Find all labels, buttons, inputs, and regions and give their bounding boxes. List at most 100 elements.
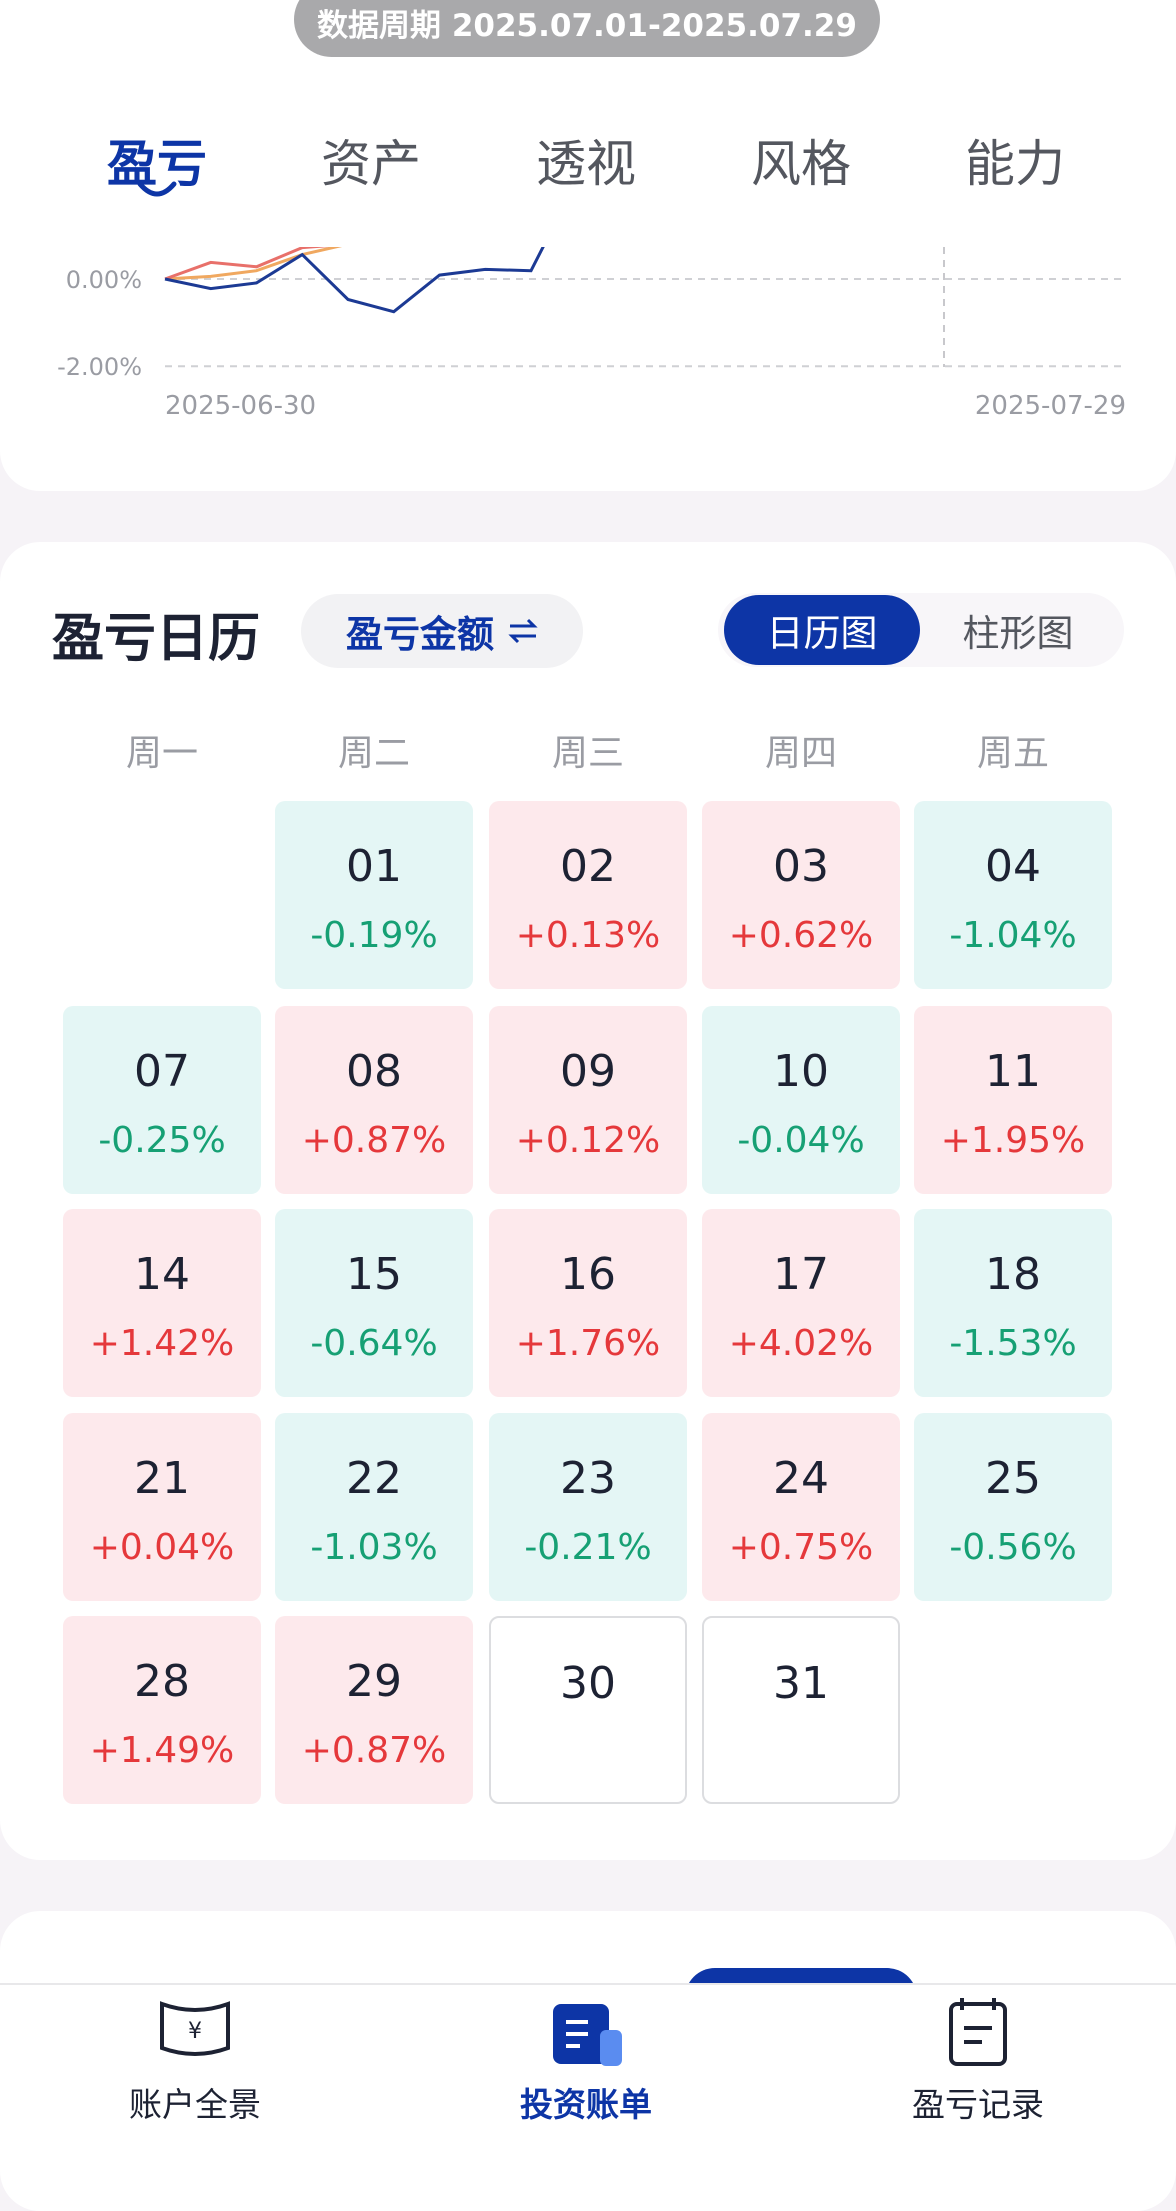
period-badge: 数据周期 2025.07.01-2025.07.29 (294, 0, 880, 57)
day-number: 22 (346, 1453, 402, 1504)
day-change: +1.95% (940, 1120, 1086, 1161)
day-change: +1.76% (515, 1323, 661, 1364)
day-number: 17 (773, 1249, 829, 1300)
metric-switch[interactable]: 盈亏金额 (301, 594, 583, 668)
day-change: +0.75% (728, 1527, 874, 1568)
weekday: 周三 (551, 733, 624, 774)
record-icon (949, 1998, 1007, 2066)
day-number: 18 (985, 1249, 1041, 1300)
account-icon: ¥ (160, 2001, 230, 2056)
day-cell[interactable]: 28 +1.49% (63, 1616, 261, 1804)
tab[interactable]: 能力 (965, 135, 1065, 193)
overview-card (0, 0, 1176, 491)
day-cell[interactable]: 22 -1.03% (275, 1413, 473, 1601)
x-tick-label: 2025-07-29 (975, 391, 1126, 421)
day-number: 30 (560, 1658, 616, 1709)
day-cell[interactable]: 11 +1.95% (914, 1006, 1112, 1194)
day-change: -0.04% (737, 1120, 865, 1161)
x-tick-label: 2025-06-30 (165, 391, 316, 421)
day-cell[interactable]: 08 +0.87% (275, 1006, 473, 1194)
day-change: +0.13% (515, 915, 661, 956)
tab[interactable]: 资产 (321, 135, 421, 193)
day-change: -0.21% (524, 1527, 652, 1568)
day-change: -1.04% (949, 915, 1077, 956)
series-line (164, 247, 545, 314)
day-change: -0.19% (310, 915, 438, 956)
day-cell[interactable]: 21 +0.04% (63, 1413, 261, 1601)
day-number: 24 (773, 1453, 829, 1504)
series-line (164, 247, 343, 281)
day-number: 03 (773, 841, 829, 892)
day-cell[interactable]: 29 +0.87% (275, 1616, 473, 1804)
day-cell[interactable]: 25 -0.56% (914, 1413, 1112, 1601)
y-tick-label: -2.00% (57, 353, 142, 381)
day-change: +0.87% (301, 1730, 447, 1771)
day-number: 09 (560, 1046, 616, 1097)
day-cell[interactable]: 30 (489, 1616, 687, 1804)
day-cell[interactable]: 01 -0.19% (275, 801, 473, 989)
day-number: 07 (134, 1046, 190, 1097)
day-number: 23 (560, 1453, 616, 1504)
day-number: 29 (346, 1656, 402, 1707)
series-line (164, 247, 330, 281)
tab[interactable]: 风格 (751, 135, 851, 193)
weekday: 周五 (976, 733, 1049, 774)
chart-lines (164, 247, 545, 314)
y-tick-label: 0.00% (66, 266, 142, 294)
day-cell[interactable]: 03 +0.62% (702, 801, 900, 989)
view-option[interactable]: 柱形图 (962, 612, 1074, 655)
day-change: -0.64% (310, 1323, 438, 1364)
metric-label: 盈亏金额 (346, 613, 494, 656)
svg-text:¥: ¥ (188, 2019, 202, 2044)
day-number: 11 (985, 1046, 1041, 1097)
day-cell[interactable]: 10 -0.04% (702, 1006, 900, 1194)
day-change: +0.04% (89, 1527, 235, 1568)
day-change: +0.12% (515, 1120, 661, 1161)
trend-chart: 0.00% -2.00% 2025-06-30 2025-07-29 (57, 181, 1126, 421)
nav-item[interactable]: 账户全景 (129, 2085, 261, 2124)
nav-item[interactable]: 盈亏记录 (912, 2085, 1044, 2124)
day-cell[interactable]: 23 -0.21% (489, 1413, 687, 1601)
day-number: 16 (560, 1249, 616, 1300)
bill-icon (553, 2004, 622, 2066)
day-cell[interactable]: 31 (702, 1616, 900, 1804)
nav-item[interactable]: 投资账单 (520, 2085, 652, 2124)
swap-icon (508, 618, 538, 644)
day-number: 01 (346, 841, 402, 892)
day-number: 14 (134, 1249, 190, 1300)
day-cell[interactable]: 14 +1.42% (63, 1209, 261, 1397)
day-change: -0.25% (98, 1120, 226, 1161)
day-change: -0.56% (949, 1527, 1077, 1568)
day-change: -1.03% (310, 1527, 438, 1568)
view-option[interactable]: 日历图 (724, 595, 920, 665)
day-change: +0.62% (728, 915, 874, 956)
day-cell[interactable]: 07 -0.25% (63, 1006, 261, 1194)
day-number: 21 (134, 1453, 190, 1504)
day-change: +0.87% (301, 1120, 447, 1161)
day-cell[interactable]: 04 -1.04% (914, 801, 1112, 989)
day-number: 31 (773, 1658, 829, 1709)
weekday: 周一 (125, 733, 198, 774)
day-change: +4.02% (728, 1323, 874, 1364)
day-number: 28 (134, 1656, 190, 1707)
day-number: 15 (346, 1249, 402, 1300)
tab[interactable]: 盈亏 (107, 135, 207, 193)
day-cell[interactable]: 24 +0.75% (702, 1413, 900, 1601)
day-change: +1.49% (89, 1730, 235, 1771)
day-number: 10 (773, 1046, 829, 1097)
day-cell[interactable]: 18 -1.53% (914, 1209, 1112, 1397)
day-cell[interactable]: 09 +0.12% (489, 1006, 687, 1194)
day-change: +1.42% (89, 1323, 235, 1364)
tab-indicator (137, 181, 177, 197)
weekday: 周四 (764, 733, 837, 774)
day-cell[interactable]: 17 +4.02% (702, 1209, 900, 1397)
day-change: -1.53% (949, 1323, 1077, 1364)
day-number: 04 (985, 841, 1041, 892)
day-number: 08 (346, 1046, 402, 1097)
day-cell[interactable]: 16 +1.76% (489, 1209, 687, 1397)
day-cell[interactable]: 15 -0.64% (275, 1209, 473, 1397)
tab[interactable]: 透视 (536, 135, 636, 193)
calendar-title: 盈亏日历 (52, 609, 261, 669)
day-cell[interactable]: 02 +0.13% (489, 801, 687, 989)
